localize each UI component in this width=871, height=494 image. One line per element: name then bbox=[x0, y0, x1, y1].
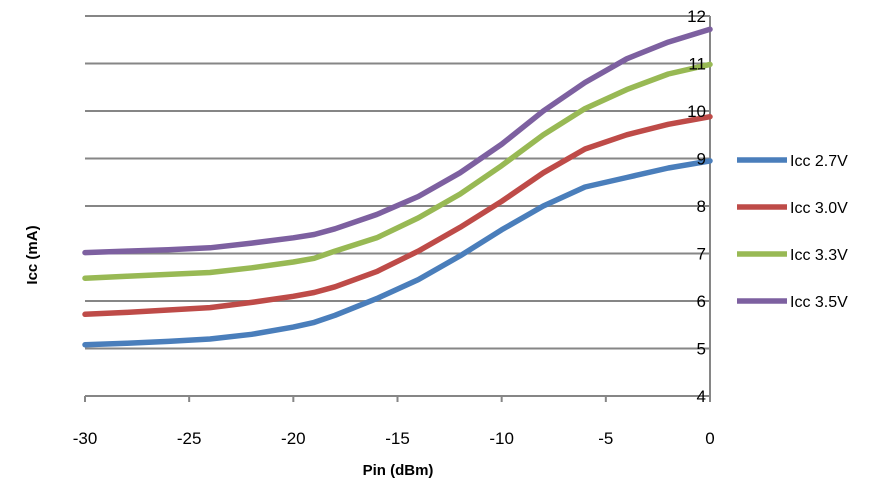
y-tick-label: 12 bbox=[687, 7, 706, 26]
x-tick-label: -5 bbox=[598, 429, 613, 448]
series-line-icc-3-3v bbox=[82, 61, 713, 281]
x-tick-label: -25 bbox=[177, 429, 202, 448]
legend-label: Icc 3.5V bbox=[790, 294, 848, 311]
y-tick-label: 8 bbox=[697, 197, 706, 216]
x-tick-label: -20 bbox=[281, 429, 306, 448]
legend-label: Icc 3.0V bbox=[790, 200, 848, 217]
y-tick-label: 7 bbox=[697, 245, 706, 264]
series-lines bbox=[82, 26, 713, 348]
series-line-icc-2-7v bbox=[82, 158, 713, 348]
y-tick-label: 4 bbox=[697, 387, 706, 406]
legend: Icc 2.7V Icc 3.0V Icc 3.3V Icc 3.5V bbox=[737, 153, 848, 311]
axes bbox=[84, 16, 711, 402]
series-line-icc-3-5v bbox=[82, 26, 713, 256]
legend-label: Icc 3.3V bbox=[790, 247, 848, 264]
x-tick-label: 0 bbox=[705, 429, 714, 448]
series-line-icc-3-0v bbox=[82, 113, 713, 318]
tick-labels: 4 5 6 7 8 9 10 11 12 -30 -25 -20 -15 -10 -5 0 bbox=[73, 7, 715, 448]
y-tick-label: 11 bbox=[688, 55, 706, 74]
y-tick-label: 5 bbox=[697, 340, 706, 359]
x-tick-label: -10 bbox=[489, 429, 514, 448]
y-tick-label: 6 bbox=[697, 292, 706, 311]
x-axis-title: Pin (dBm) bbox=[363, 462, 434, 479]
y-tick-label: 10 bbox=[687, 102, 706, 121]
y-tick-label: 9 bbox=[697, 150, 706, 169]
y-axis-title: Icc (mA) bbox=[24, 225, 41, 284]
legend-label: Icc 2.7V bbox=[790, 153, 848, 170]
x-tick-label: -30 bbox=[73, 429, 98, 448]
x-tick-label: -15 bbox=[385, 429, 410, 448]
